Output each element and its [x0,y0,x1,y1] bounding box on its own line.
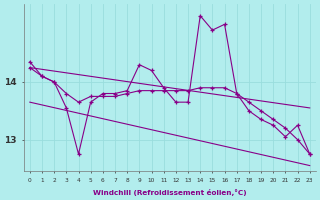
X-axis label: Windchill (Refroidissement éolien,°C): Windchill (Refroidissement éolien,°C) [93,189,247,196]
